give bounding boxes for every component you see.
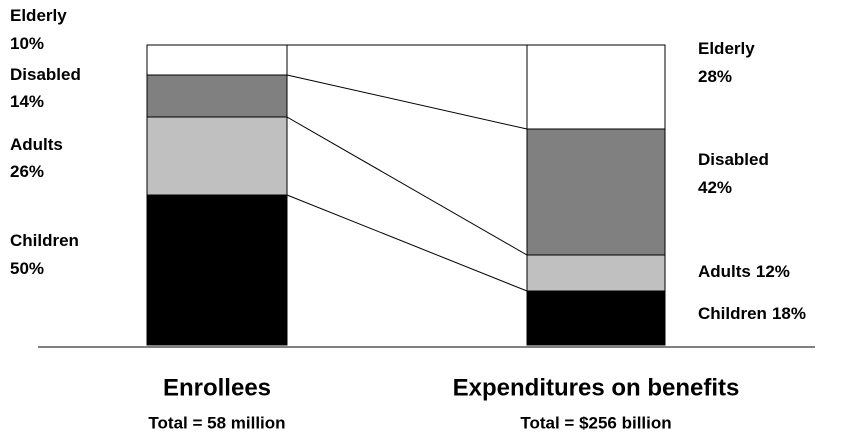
series-name: Elderly — [698, 39, 755, 58]
category-subtitle: Total = $256 billion — [520, 413, 671, 432]
bar-segment — [526, 44, 666, 130]
value-label: 26% — [10, 162, 44, 181]
value-label: 12% — [756, 262, 790, 281]
segment-label: Disabled 42% — [698, 150, 769, 197]
value-label: 28% — [698, 67, 732, 86]
segment-label: Elderly 28% — [698, 39, 755, 86]
bar-segment — [146, 74, 288, 118]
segment-label: Adults 12% — [698, 262, 790, 281]
segment-label: Elderly 10% — [10, 6, 67, 53]
bar-segment — [526, 128, 666, 256]
series-name: Adults — [698, 262, 751, 281]
series-name: Children — [698, 304, 767, 323]
segment-label: Children 18% — [698, 304, 806, 323]
connector — [286, 74, 528, 130]
value-label: 42% — [698, 178, 732, 197]
category-label: Expenditures on benefits — [453, 374, 740, 401]
bar-segment — [146, 116, 288, 196]
value-label: 50% — [10, 259, 44, 278]
category-label: Enrollees — [163, 374, 271, 401]
segment-label: Disabled 14% — [10, 65, 81, 111]
value-label: 18% — [772, 304, 806, 323]
bar-segment — [146, 44, 288, 76]
connector — [286, 194, 528, 292]
series-name: Disabled — [698, 150, 769, 169]
series-name: Children — [10, 231, 79, 250]
value-label: 14% — [10, 92, 44, 111]
segment-label: Children 50% — [10, 231, 79, 278]
bar-segment — [526, 290, 666, 346]
series-name: Disabled — [10, 65, 81, 84]
value-label: 10% — [10, 34, 44, 53]
segment-label: Adults 26% — [10, 135, 63, 181]
bar-segment — [146, 194, 288, 346]
connector — [286, 116, 528, 256]
bar-segment — [526, 254, 666, 292]
series-name: Adults — [10, 135, 63, 154]
series-name: Elderly — [10, 6, 67, 25]
category-subtitle: Total = 58 million — [148, 413, 285, 432]
